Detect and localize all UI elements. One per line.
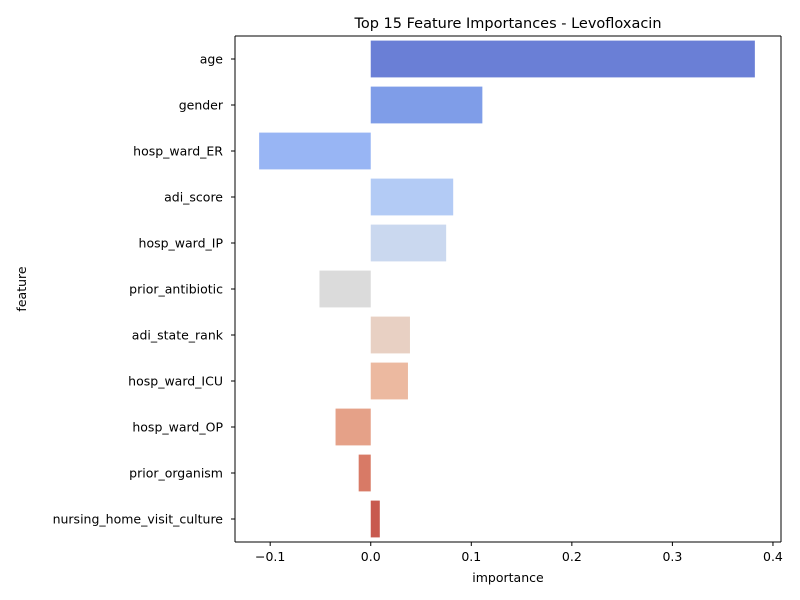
y-tick-label: gender	[179, 98, 224, 113]
y-tick-label: hosp_ward_ER	[133, 144, 223, 159]
bar-adi-state-rank	[370, 316, 410, 354]
x-tick-label: 0.3	[662, 549, 682, 564]
x-tick-label: 0.0	[361, 549, 381, 564]
x-tick-label: −0.1	[255, 549, 285, 564]
y-tick-label: adi_score	[164, 190, 223, 205]
x-tick-label: 0.4	[763, 549, 783, 564]
x-axis-label: importance	[472, 570, 544, 585]
x-ticks: −0.1 0.0 0.1 0.2 0.3 0.4	[255, 542, 783, 564]
bar-prior-organism	[358, 454, 371, 492]
axes-layer	[234, 35, 782, 543]
x-tick-label: 0.2	[562, 549, 582, 564]
chart-title: Top 15 Feature Importances - Levofloxaci…	[353, 16, 661, 32]
bars-layer	[259, 40, 755, 538]
y-tick-label: prior_antibiotic	[129, 282, 223, 297]
y-ticks: age gender hosp_ward_ER adi_score hosp_ward_…	[53, 52, 235, 527]
y-tick-label: age	[200, 52, 224, 67]
bar-hosp-ward-ER	[259, 132, 371, 170]
bar-age	[370, 40, 755, 78]
y-tick-label: nursing_home_visit_culture	[53, 512, 224, 527]
bar-hosp-ward-OP	[335, 408, 371, 446]
y-tick-label: hosp_ward_ICU	[128, 374, 223, 389]
y-tick-label: hosp_ward_IP	[139, 236, 224, 251]
bar-nursing-home-visit-culture	[370, 500, 380, 538]
bar-hosp-ward-IP	[370, 224, 447, 262]
y-tick-label: prior_organism	[129, 466, 223, 481]
y-axis-label: feature	[14, 266, 29, 311]
bar-adi-score	[370, 178, 454, 216]
x-tick-label: 0.1	[461, 549, 481, 564]
bar-gender	[370, 86, 483, 124]
bar-prior-antibiotic	[319, 270, 371, 308]
y-tick-label: adi_state_rank	[132, 328, 224, 343]
y-tick-label: hosp_ward_OP	[132, 420, 223, 435]
bar-hosp-ward-ICU	[370, 362, 408, 400]
